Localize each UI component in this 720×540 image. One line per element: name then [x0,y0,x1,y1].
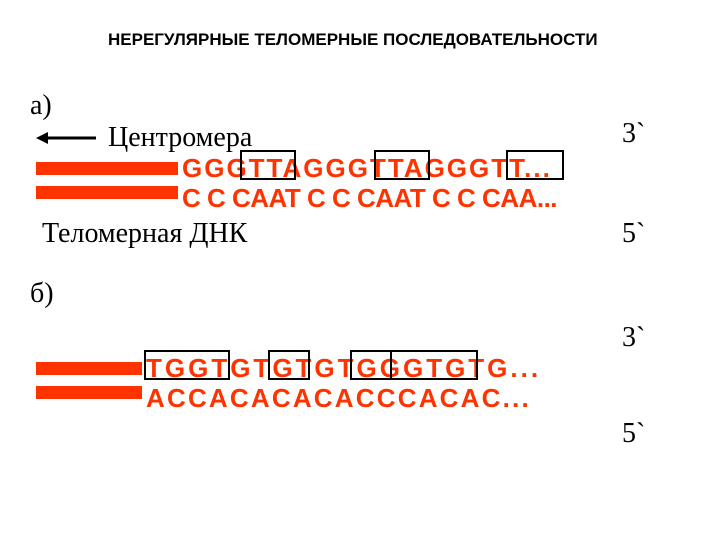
telomere-dna-label: Теломерная ДНК [42,218,247,250]
panel-b-label: б) [30,278,54,310]
panel-b-5prime: 5` [622,418,645,450]
panel-b-3prime: 3` [622,322,645,354]
panel-b-seq-bottom: ACCACACACACCCACAC... [146,383,531,414]
panel-a-box-3 [506,150,564,180]
panel-b-box-2 [268,350,310,380]
panel-a-box-2 [374,150,430,180]
centromere-label: Центромера [108,122,252,154]
panel-a-3prime: 3` [622,118,645,150]
panel-b-bar-bottom [36,386,142,399]
centromere-arrow [36,132,96,144]
panel-a-label: а) [30,90,52,122]
panel-a-seq-bottom: C C CAAT C C CAAT C C CAA... [182,183,557,214]
panel-a-bar-bottom [36,186,178,199]
panel-b-box-3 [350,350,392,380]
panel-b-bar-top [36,362,142,375]
panel-a-5prime: 5` [622,218,645,250]
panel-b-box-4 [390,350,478,380]
panel-a-box-1 [240,150,296,180]
diagram-title: НЕРЕГУЛЯРНЫЕ ТЕЛОМЕРНЫЕ ПОСЛЕДОВАТЕЛЬНОС… [108,30,598,50]
panel-a-bar-top [36,162,178,175]
panel-b-box-1 [144,350,230,380]
panel-a-seq-top: GGGTTAGGGTTAGGGTT... [182,153,552,184]
